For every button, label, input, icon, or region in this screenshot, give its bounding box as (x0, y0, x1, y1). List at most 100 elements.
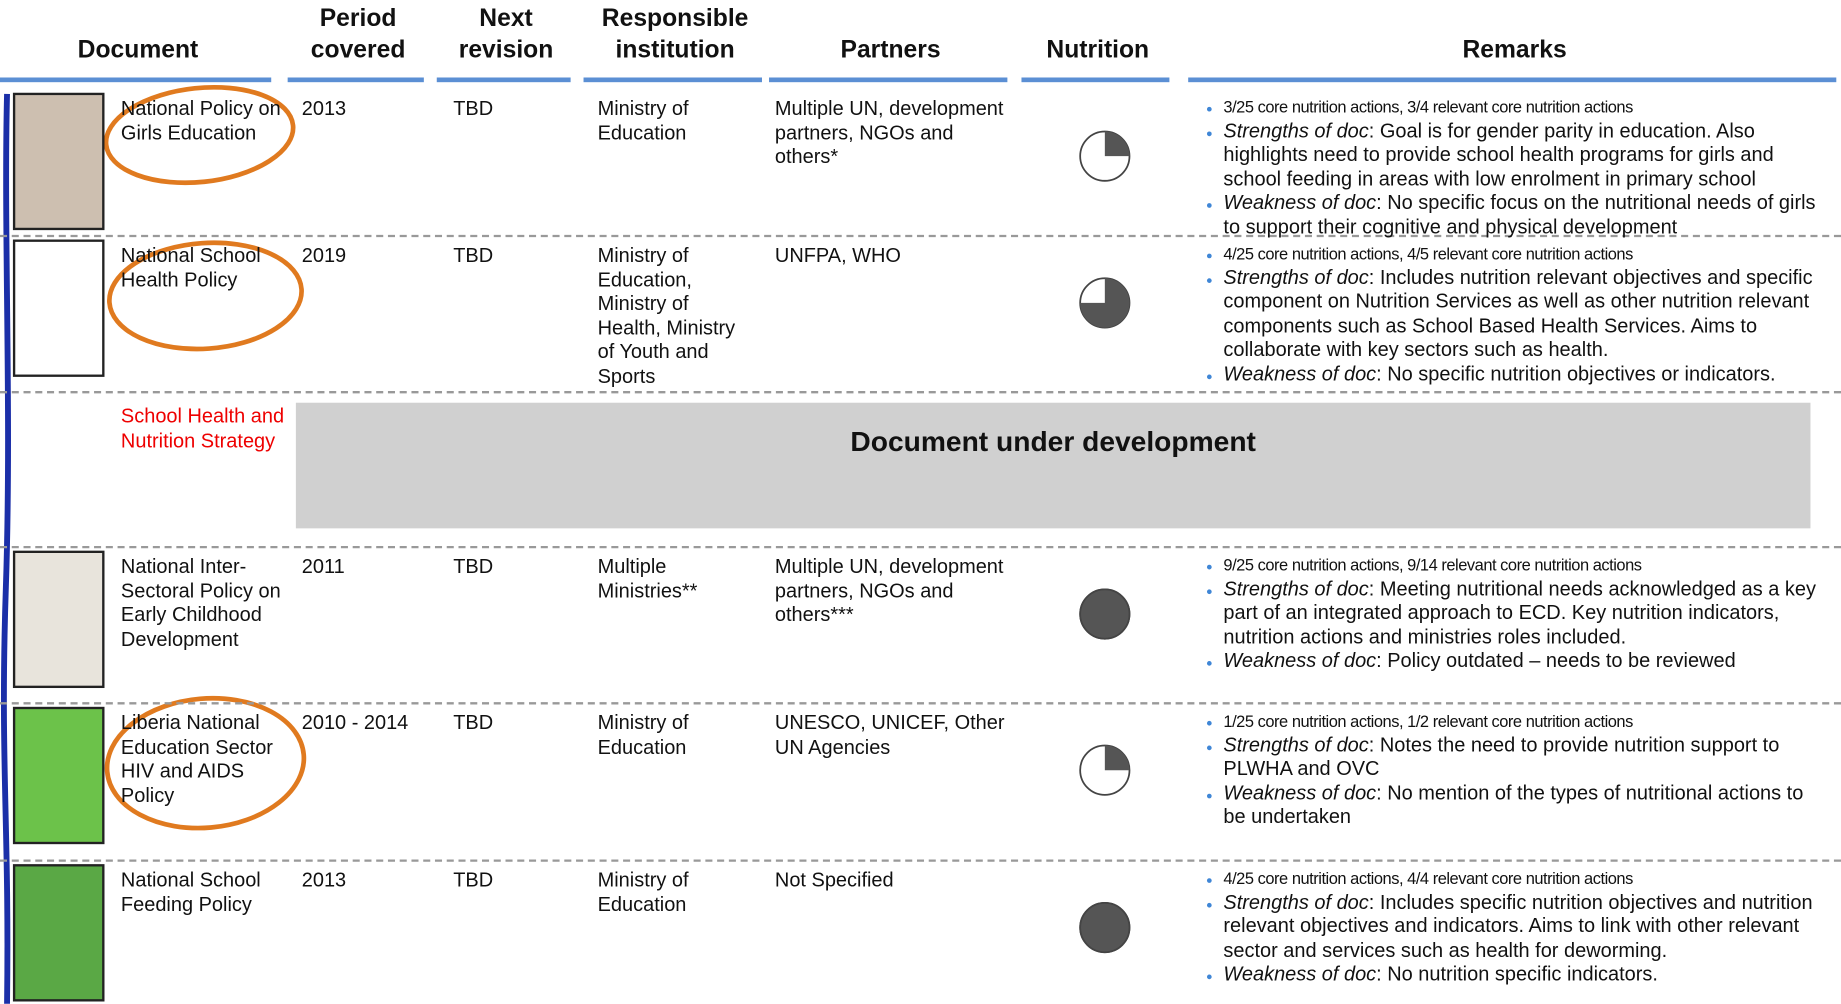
core-actions: 3/25 core nutrition actions, 3/4 relevan… (1223, 97, 1633, 117)
document-name: Liberia National Education Sector HIV an… (120, 711, 273, 807)
revision: TBD (453, 97, 494, 120)
header-rule (287, 77, 424, 83)
period: 2013 (301, 868, 347, 892)
institution: Ministry of Education (597, 97, 689, 144)
header-rule (0, 77, 272, 83)
weakness-text: : No specific focus on the nutritional n… (1223, 191, 1816, 239)
remarks: 9/25 core nutrition actions, 9/14 releva… (1188, 553, 1828, 674)
strengths-text: : Notes the need to provide nutrition su… (1223, 733, 1780, 780)
row-divider (0, 859, 1841, 862)
header-rule (1188, 77, 1837, 83)
institution: Ministry of Education, Ministry of Healt… (597, 244, 736, 388)
weakness-label: Weakness of doc (1223, 191, 1377, 215)
partners: Not Specified (774, 868, 894, 892)
strengths-label: Strengths of doc (1223, 266, 1369, 289)
weakness-text: : No nutrition specific indicators. (1376, 963, 1658, 986)
remark-weakness: Weakness of doc: No specific focus on th… (1223, 192, 1828, 240)
core-actions: 9/25 core nutrition actions, 9/14 releva… (1223, 555, 1642, 575)
highlight-circle (104, 695, 307, 831)
highlight-circle (107, 240, 304, 352)
remark-strengths: Strengths of doc: Goal is for gender par… (1223, 119, 1828, 192)
harvey-ball (1104, 131, 1130, 157)
document-name: School Health and Nutrition Strategy (120, 405, 285, 452)
weakness-label: Weakness of doc (1223, 649, 1377, 673)
remarks: 1/25 core nutrition actions, 1/2 relevan… (1188, 709, 1828, 830)
document-thumbnail (12, 239, 105, 377)
partners: Multiple UN, development partners, NGOs … (774, 97, 1004, 169)
remark-actions: 3/25 core nutrition actions, 3/4 relevan… (1223, 95, 1828, 119)
status-banner: Document under development (295, 402, 1811, 529)
strengths-label: Strengths of doc (1223, 733, 1369, 756)
header-rule (583, 77, 762, 83)
weakness-text: : Policy outdated – needs to be reviewed (1376, 649, 1736, 673)
document-name: National Policy on Girls Education (120, 97, 281, 144)
column-header: Period covered (310, 4, 406, 64)
partners: UNFPA, WHO (774, 244, 901, 267)
column-header: Responsible institution (601, 4, 749, 64)
column-header: Document (77, 36, 199, 64)
header-rule (1021, 77, 1170, 83)
row-divider (0, 234, 1841, 238)
partners: UNESCO, UNICEF, Other UN Agencies (774, 711, 1005, 758)
remark-weakness: Weakness of doc: No mention of the types… (1223, 782, 1828, 830)
document-thumbnail (12, 92, 105, 231)
remark-strengths: Strengths of doc: Includes nutrition rel… (1223, 266, 1828, 363)
strengths-text: : Goal is for gender parity in education… (1223, 119, 1774, 190)
weakness-label: Weakness of doc (1223, 781, 1377, 805)
strengths-label: Strengths of doc (1223, 577, 1369, 600)
weakness-label: Weakness of doc (1223, 963, 1377, 986)
weakness-text: : No mention of the types of nutritional… (1223, 781, 1804, 829)
header-rule (769, 77, 1008, 83)
remark-strengths: Strengths of doc: Meeting nutritional ne… (1223, 577, 1828, 650)
harvey-ball (1079, 902, 1131, 954)
column-header: Partners (840, 36, 941, 64)
row-divider (0, 390, 1841, 394)
header-rule (436, 77, 571, 83)
harvey-ball (1104, 745, 1130, 771)
core-actions: 4/25 core nutrition actions, 4/5 relevan… (1223, 244, 1633, 263)
institution: Ministry of Education (597, 711, 689, 758)
column-header: Next revision (458, 4, 554, 64)
remark-strengths: Strengths of doc: Notes the need to prov… (1223, 733, 1828, 781)
document-thumbnail (12, 864, 105, 1002)
document-name: National School Health Policy (120, 244, 261, 291)
weakness-label: Weakness of doc (1223, 362, 1377, 386)
remark-weakness: Weakness of doc: Policy outdated – needs… (1223, 650, 1828, 674)
row-divider (0, 702, 1841, 705)
period: 2013 (301, 97, 347, 120)
remark-actions: 9/25 core nutrition actions, 9/14 releva… (1223, 553, 1828, 577)
strengths-text: : Meeting nutritional needs acknowledged… (1223, 577, 1816, 648)
harvey-ball (1080, 278, 1130, 328)
institution: Multiple Ministries** (597, 555, 698, 602)
revision: TBD (453, 555, 494, 578)
remark-actions: 4/25 core nutrition actions, 4/4 relevan… (1223, 866, 1841, 890)
revision: TBD (453, 711, 494, 734)
revision: TBD (453, 868, 494, 892)
period: 2019 (301, 244, 347, 267)
document-name: National Inter-Sectoral Policy on Early … (120, 555, 281, 651)
harvey-ball (1079, 588, 1131, 640)
remark-weakness: Weakness of doc: No specific nutrition o… (1223, 363, 1828, 387)
remark-actions: 4/25 core nutrition actions, 4/5 relevan… (1223, 242, 1828, 266)
highlight-circle (103, 84, 296, 186)
weakness-text: : No specific nutrition objectives or in… (1376, 362, 1776, 386)
strengths-label: Strengths of doc (1223, 119, 1369, 142)
remark-actions: 1/25 core nutrition actions, 1/2 relevan… (1223, 709, 1828, 733)
institution: Ministry of Education (597, 868, 689, 916)
revision: TBD (453, 244, 494, 267)
strengths-text: : Includes specific nutrition objectives… (1223, 890, 1813, 962)
document-name: National School Feeding Policy (120, 868, 261, 916)
remarks: 4/25 core nutrition actions, 4/4 relevan… (1188, 866, 1841, 987)
remarks: 3/25 core nutrition actions, 3/4 relevan… (1188, 95, 1828, 240)
core-actions: 1/25 core nutrition actions, 1/2 relevan… (1223, 711, 1633, 731)
remark-weakness: Weakness of doc: No nutrition specific i… (1223, 963, 1841, 987)
period: 2010 - 2014 (301, 711, 409, 734)
remarks: 4/25 core nutrition actions, 4/5 relevan… (1188, 242, 1828, 387)
column-header: Remarks (1462, 36, 1567, 64)
core-actions: 4/25 core nutrition actions, 4/4 relevan… (1223, 868, 1633, 888)
row-divider (0, 545, 1841, 549)
strengths-label: Strengths of doc (1223, 890, 1369, 913)
period: 2011 (301, 555, 345, 578)
